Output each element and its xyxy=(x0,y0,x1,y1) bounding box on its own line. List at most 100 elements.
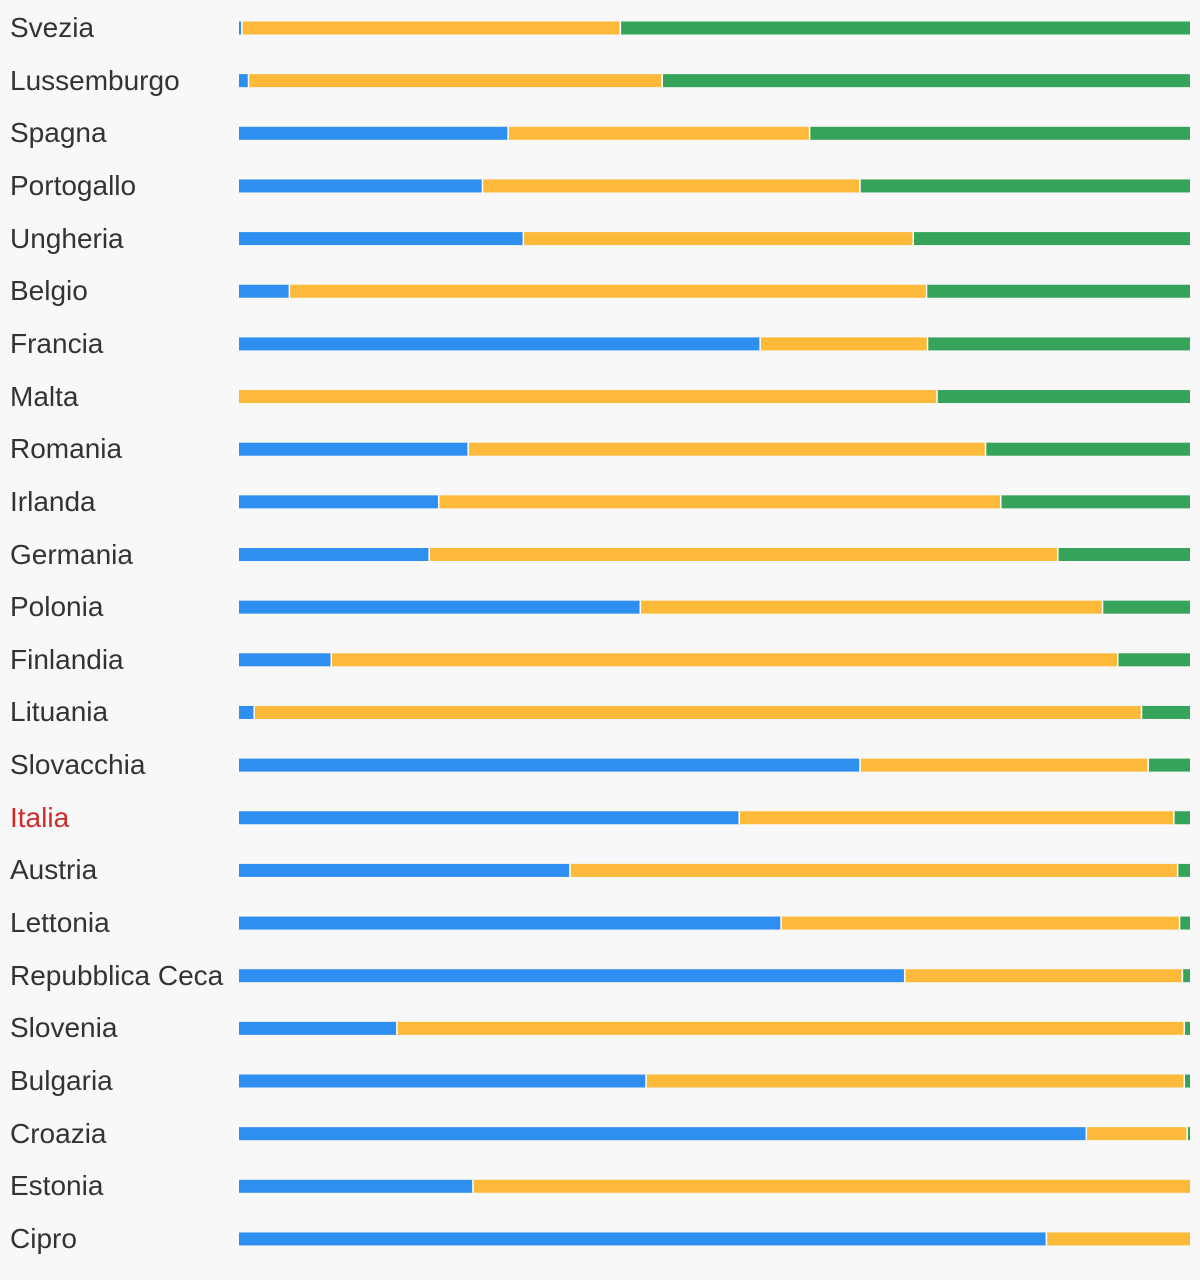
bar-segment xyxy=(1173,811,1190,825)
bar-segment xyxy=(239,1127,1087,1141)
segment-separator xyxy=(1101,600,1104,614)
bar-segment xyxy=(241,21,621,35)
category-label: Germania xyxy=(10,538,133,570)
bar-segment xyxy=(239,232,524,246)
bar-segment xyxy=(239,126,509,140)
bar-segment xyxy=(239,811,740,825)
segment-separator xyxy=(467,442,469,456)
category-label: Lituania xyxy=(10,696,109,728)
bar-segment xyxy=(239,705,255,719)
bar-segment xyxy=(1184,1021,1190,1035)
bar-segment xyxy=(1117,653,1190,667)
bar-segment xyxy=(1182,969,1190,983)
bar-segment xyxy=(239,600,641,614)
bar-segment xyxy=(523,232,914,246)
category-label: Portogallo xyxy=(10,169,137,201)
segment-separator xyxy=(247,74,250,88)
segment-separator xyxy=(472,1179,474,1193)
segment-separator xyxy=(396,1021,398,1035)
segment-separator xyxy=(645,1074,647,1088)
bar-segment xyxy=(1187,1127,1190,1141)
segment-separator xyxy=(1116,653,1119,667)
category-label: Polonia xyxy=(10,591,104,623)
segment-separator xyxy=(1178,916,1181,930)
bar-segment xyxy=(1141,705,1190,719)
category-label: Lussemburgo xyxy=(10,64,180,96)
bar-segment xyxy=(239,179,483,193)
segment-separator xyxy=(1147,758,1149,772)
bar-segment xyxy=(239,337,761,351)
segment-separator xyxy=(759,337,761,351)
segment-separator xyxy=(1045,1232,1048,1246)
bar-segment xyxy=(396,1021,1185,1035)
bar-segment xyxy=(1057,548,1190,561)
bar-segment xyxy=(239,1074,647,1088)
segment-separator xyxy=(925,284,928,298)
segment-separator xyxy=(1183,1074,1186,1088)
bar-segment xyxy=(860,179,1190,193)
segment-separator xyxy=(926,337,929,351)
bar-segment xyxy=(239,284,290,298)
bar-segment xyxy=(239,1232,1047,1246)
category-label: Lettonia xyxy=(10,907,110,939)
bar-segment xyxy=(1046,1232,1190,1246)
bar-segment xyxy=(640,600,1103,614)
bar-segment xyxy=(913,232,1190,246)
segment-separator xyxy=(288,284,291,298)
category-label: Estonia xyxy=(10,1170,104,1202)
bar-segment xyxy=(739,811,1174,825)
bar-segment xyxy=(569,863,1178,877)
segment-separator xyxy=(661,74,663,88)
bar-segment xyxy=(239,21,242,35)
bar-segment xyxy=(239,442,469,456)
segment-separator xyxy=(738,811,740,825)
bar-segment xyxy=(1102,600,1190,614)
category-label: Irlanda xyxy=(10,485,96,517)
category-label: Francia xyxy=(10,327,104,359)
segment-separator xyxy=(1085,1127,1088,1141)
bar-segment xyxy=(620,21,1190,35)
bar-segment xyxy=(508,126,810,140)
bar-segment xyxy=(331,653,1118,667)
bar-segment xyxy=(239,758,860,772)
segment-separator xyxy=(903,969,906,983)
segment-separator xyxy=(1181,969,1184,983)
segment-separator xyxy=(639,600,642,614)
bar-segment xyxy=(1086,1127,1188,1141)
bar-segment xyxy=(985,442,1191,456)
bar-segment xyxy=(472,1179,1190,1193)
bar-segment xyxy=(239,969,905,983)
segment-separator xyxy=(1186,1127,1188,1141)
bar-segment xyxy=(927,337,1190,351)
category-label: Romania xyxy=(10,433,123,465)
bar-segment xyxy=(646,1074,1185,1088)
bar-segment xyxy=(1000,495,1190,509)
segment-separator xyxy=(984,442,987,456)
segment-separator xyxy=(1173,811,1175,825)
segment-separator xyxy=(936,390,938,404)
bar-segment xyxy=(239,1179,473,1193)
category-label: Austria xyxy=(10,854,98,886)
bar-segment xyxy=(254,705,1142,719)
category-label: Finlandia xyxy=(10,643,124,675)
category-label: Slovenia xyxy=(10,1012,118,1044)
bar-segment xyxy=(429,548,1058,561)
bar-segment xyxy=(760,337,928,351)
segment-separator xyxy=(1057,548,1059,561)
category-label: Malta xyxy=(10,380,79,412)
segment-separator xyxy=(437,495,440,509)
bar-segment xyxy=(239,1021,397,1035)
bar-segment xyxy=(1148,758,1190,772)
category-label: Belgio xyxy=(10,275,88,307)
segment-separator xyxy=(241,21,243,35)
segment-separator xyxy=(619,21,622,35)
category-label: Repubblica Ceca xyxy=(10,959,224,991)
bar-segment xyxy=(937,390,1190,404)
category-label: Cipro xyxy=(10,1222,77,1254)
bar-segment xyxy=(904,969,1183,983)
bar-segment xyxy=(860,758,1149,772)
bar-segment xyxy=(809,126,1190,140)
bar-segment xyxy=(1179,916,1190,930)
